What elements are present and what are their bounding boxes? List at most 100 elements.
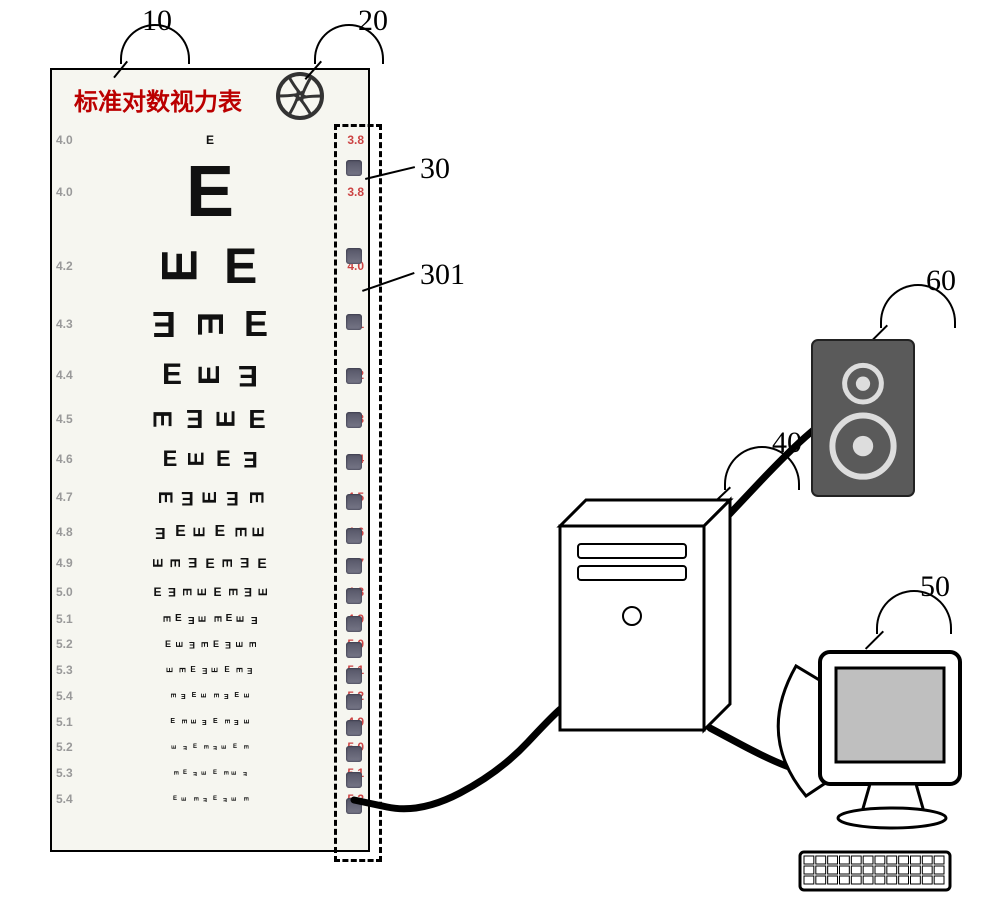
led-indicator — [346, 368, 362, 384]
row-letters: EEEEEEEE — [86, 770, 334, 776]
optotype-e: E — [183, 744, 187, 750]
optotype-e: E — [181, 692, 186, 699]
optotype-e: E — [223, 719, 230, 724]
optotype-e: E — [173, 796, 177, 802]
row-letters: EEEEEEEE — [86, 744, 334, 750]
led-indicator — [346, 494, 362, 510]
row-score-left: 4.0 — [56, 185, 86, 199]
row-letters: EEEEEEEE — [86, 640, 334, 649]
optotype-e: E — [201, 693, 208, 698]
optotype-e: E — [183, 770, 187, 776]
optotype-e: E — [213, 640, 219, 649]
optotype-e: E — [168, 586, 176, 598]
chart-row: 5.2EEEEEEEE5.0 — [56, 638, 364, 650]
led-indicator — [346, 248, 362, 264]
optotype-e: E — [227, 587, 239, 595]
optotype-e: E — [246, 491, 265, 504]
chart-row: 4.7EEEEE4.5 — [56, 486, 364, 508]
row-score-right: 3.8 — [334, 185, 364, 199]
row-score-left: 5.4 — [56, 792, 86, 806]
row-score-left: 4.7 — [56, 490, 86, 504]
led-indicator — [346, 160, 362, 176]
optotype-e: E — [186, 452, 208, 467]
row-letters: EEEEEEEE — [86, 796, 334, 802]
optotype-e: E — [199, 641, 208, 647]
optotype-e: E — [163, 448, 178, 470]
chart-row: 4.9EEEEEEE4.7 — [56, 554, 364, 571]
optotype-e: E — [215, 524, 226, 540]
optotype-e: E — [175, 614, 182, 624]
monitor — [756, 616, 986, 856]
optotype-e: E — [203, 796, 207, 802]
chart-row: 4.6EEEE4.4 — [56, 446, 364, 472]
optotype-e: E — [234, 692, 239, 699]
optotype-e: E — [162, 360, 182, 390]
chart-row: 5.2EEEEEEEE5.0 — [56, 742, 364, 752]
optotype-e: E — [206, 134, 214, 146]
optotype-e: E — [190, 666, 195, 674]
optotype-e: E — [168, 558, 182, 567]
optotype-e: E — [257, 587, 269, 595]
optotype-e: E — [223, 796, 227, 802]
row-letters: EEEEEEEE — [86, 692, 334, 699]
optotype-e: E — [243, 770, 247, 776]
optotype-e: E — [233, 744, 237, 750]
optotype-e: E — [226, 614, 233, 624]
optotype-e: E — [240, 556, 249, 570]
row-letters: EEEE — [86, 406, 334, 432]
row-score-left: 4.3 — [56, 317, 86, 331]
optotype-e: E — [169, 693, 176, 698]
optotype-e: E — [202, 666, 207, 674]
optotype-e: E — [236, 641, 245, 647]
led-indicator — [346, 528, 362, 544]
optotype-e: E — [242, 745, 248, 749]
optotype-e: E — [213, 770, 217, 776]
chart-row: 4.8EEEEEE4.6 — [56, 522, 364, 541]
row-letters: EEEE — [86, 448, 334, 470]
optotype-e: E — [216, 448, 231, 470]
optotype-e: E — [192, 797, 198, 801]
optotype-e: E — [196, 587, 208, 595]
optotype-e: E — [237, 616, 247, 623]
row-score-left: 5.3 — [56, 663, 86, 677]
chart-row: 4.0E3.8 — [56, 130, 364, 150]
optotype-e: E — [178, 667, 186, 672]
optotype-e: E — [195, 365, 225, 385]
optotype-e: E — [189, 640, 195, 649]
optotype-e: E — [201, 491, 220, 504]
optotype-e: E — [212, 693, 219, 698]
optotype-e: E — [224, 692, 229, 699]
optotype-e: E — [234, 718, 239, 725]
optotype-e: E — [222, 745, 228, 749]
led-indicator — [346, 772, 362, 788]
led-indicator — [346, 746, 362, 762]
optotype-e: E — [213, 796, 217, 802]
row-score-left: 5.2 — [56, 740, 86, 754]
optotype-e: E — [225, 640, 231, 649]
optotype-e: E — [154, 249, 204, 282]
row-letters: E — [86, 156, 334, 228]
row-letters: EEE — [86, 306, 334, 342]
led-indicator — [346, 314, 362, 330]
optotype-e: E — [205, 556, 214, 570]
row-score-left: 5.1 — [56, 612, 86, 626]
optotype-e: E — [188, 614, 195, 624]
optotype-e: E — [211, 616, 221, 623]
optotype-e: E — [220, 558, 234, 567]
optotype-e: E — [155, 524, 166, 540]
chart-row: 5.1EEEEEEEE4.9 — [56, 612, 364, 626]
optotype-e: E — [243, 448, 258, 470]
optotype-e: E — [161, 616, 171, 623]
optotype-e: E — [248, 406, 265, 432]
optotype-e: E — [152, 306, 176, 342]
optotype-e: E — [192, 692, 197, 699]
optotype-e: E — [175, 641, 184, 647]
chart-row: 4.3EEE4.1 — [56, 304, 364, 344]
row-score-left: 4.8 — [56, 525, 86, 539]
chart-row: 5.4EEEEEEEE5.2 — [56, 794, 364, 804]
row-score-left: 5.4 — [56, 689, 86, 703]
optotype-e: E — [244, 586, 252, 598]
callout-arc — [120, 24, 190, 64]
chart-row: 4.0E3.8 — [56, 156, 364, 228]
row-score-left: 5.1 — [56, 715, 86, 729]
